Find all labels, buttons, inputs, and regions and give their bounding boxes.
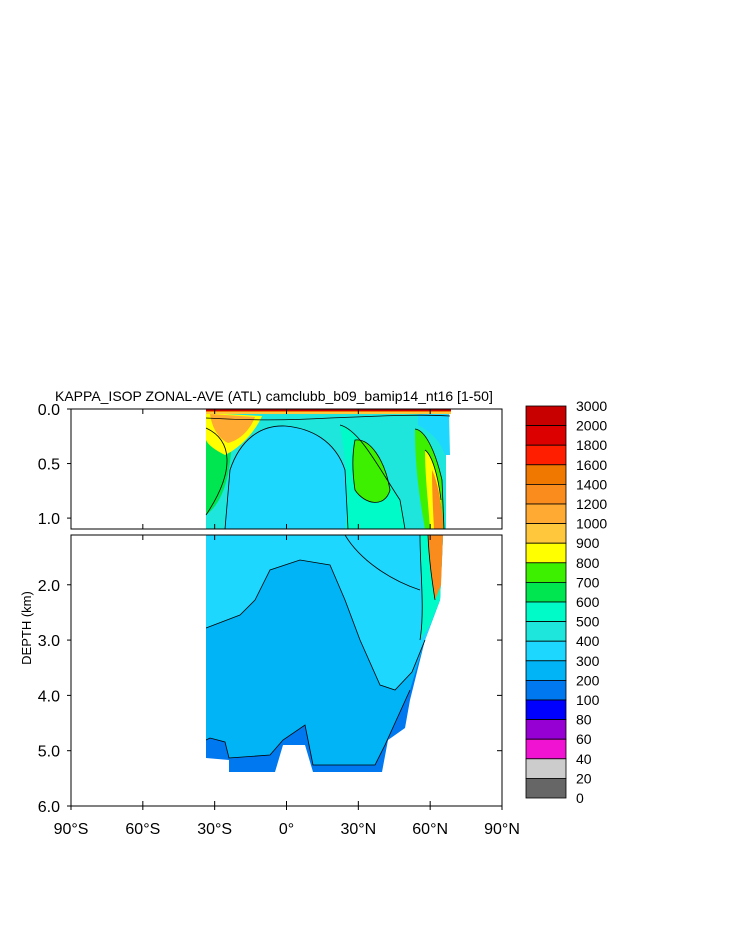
colorbar-label: 700	[576, 574, 600, 590]
colorbar-label: 60	[576, 731, 592, 747]
colorbar-swatch	[525, 503, 567, 525]
colorbar-swatch	[525, 562, 567, 583]
colorbar-label: 1600	[576, 457, 607, 473]
colorbar-swatch	[525, 444, 567, 466]
colorbar-swatch	[525, 523, 567, 544]
colorbar-label: 40	[576, 751, 592, 767]
colorbar-swatch	[525, 405, 567, 427]
colorbar-swatch	[525, 738, 567, 760]
colorbar-label: 1800	[576, 437, 607, 453]
colorbar-swatch	[525, 483, 567, 505]
colorbar-swatch	[525, 699, 567, 721]
colorbar-label: 1200	[576, 496, 607, 512]
colorbar-swatch	[525, 758, 567, 779]
axis-ticks: 90°S 60°S 30°S 0° 30°N 60°N 90°N 0.0 0.5 1.0 2.0 3.…	[38, 402, 520, 838]
colorbar-swatch	[525, 640, 567, 662]
upper-orange-south	[210, 414, 255, 443]
colorbar-label: 600	[576, 594, 600, 610]
colorbar-label: 100	[576, 692, 600, 708]
colorbar-label: 400	[576, 633, 600, 649]
lower-panel	[70, 534, 503, 807]
x-tick-label: 90°S	[54, 821, 89, 838]
y-axis-label: DEPTH (km)	[19, 591, 34, 665]
x-tick-label: 0°	[279, 821, 294, 838]
x-tick-label: 90°N	[484, 821, 520, 838]
y-tick-label: 6.0	[38, 799, 60, 816]
colorbar-label: 20	[576, 770, 592, 786]
colorbar-swatch	[525, 542, 567, 564]
lower-panel-fill	[205, 535, 443, 772]
x-tick-label: 30°N	[340, 821, 376, 838]
colorbar-label: 1000	[576, 516, 607, 532]
upper-lime-north	[352, 439, 390, 503]
x-tick-label: 60°N	[412, 821, 448, 838]
upper-panel-fill	[205, 409, 451, 529]
colorbar-label: 1400	[576, 476, 607, 492]
upper-cyan-northedge	[418, 413, 450, 455]
lower-orange-north	[428, 535, 443, 600]
colorbar-label: 2000	[576, 418, 607, 434]
colorbar-swatch	[525, 425, 567, 446]
colorbar-swatch	[525, 621, 567, 642]
x-tick-label: 60°S	[125, 821, 160, 838]
upper-core-fill	[225, 425, 348, 529]
upper-panel	[70, 408, 503, 530]
colorbar-label: 300	[576, 653, 600, 669]
colorbar-label: 500	[576, 614, 600, 630]
colorbar-label: 80	[576, 712, 592, 728]
colorbar-swatch	[525, 680, 567, 701]
colorbar-swatch	[525, 582, 567, 603]
y-tick-label: 4.0	[38, 688, 60, 705]
y-tick-label: 0.0	[38, 402, 60, 419]
upper-surface-band-3	[206, 409, 451, 411]
colorbar-swatch	[525, 719, 567, 740]
y-tick-label: 1.0	[38, 511, 60, 528]
upper-contours	[205, 414, 451, 529]
y-tick-label: 3.0	[38, 633, 60, 650]
colorbar: 3000200018001600140012001000900800700600…	[525, 398, 607, 806]
colorbar-swatch	[525, 601, 567, 623]
colorbar-label: 900	[576, 535, 600, 551]
x-tick-label: 30°S	[197, 821, 232, 838]
colorbar-swatch	[525, 778, 567, 799]
y-tick-label: 2.0	[38, 578, 60, 595]
colorbar-label: 200	[576, 672, 600, 688]
y-tick-label: 5.0	[38, 744, 60, 761]
colorbar-swatch	[525, 660, 567, 681]
lower-intermediate-fill	[206, 535, 443, 690]
lower-contours	[205, 535, 436, 766]
colorbar-swatch	[525, 464, 567, 485]
chart-title: KAPPA_ISOP ZONAL-AVE (ATL) camclubb_b09_…	[55, 388, 493, 404]
colorbar-label: 3000	[576, 398, 607, 414]
y-tick-label: 0.5	[38, 457, 60, 474]
colorbar-label: 800	[576, 555, 600, 571]
colorbar-label: 0	[576, 790, 584, 806]
upper-orange-northhigh	[432, 470, 443, 529]
